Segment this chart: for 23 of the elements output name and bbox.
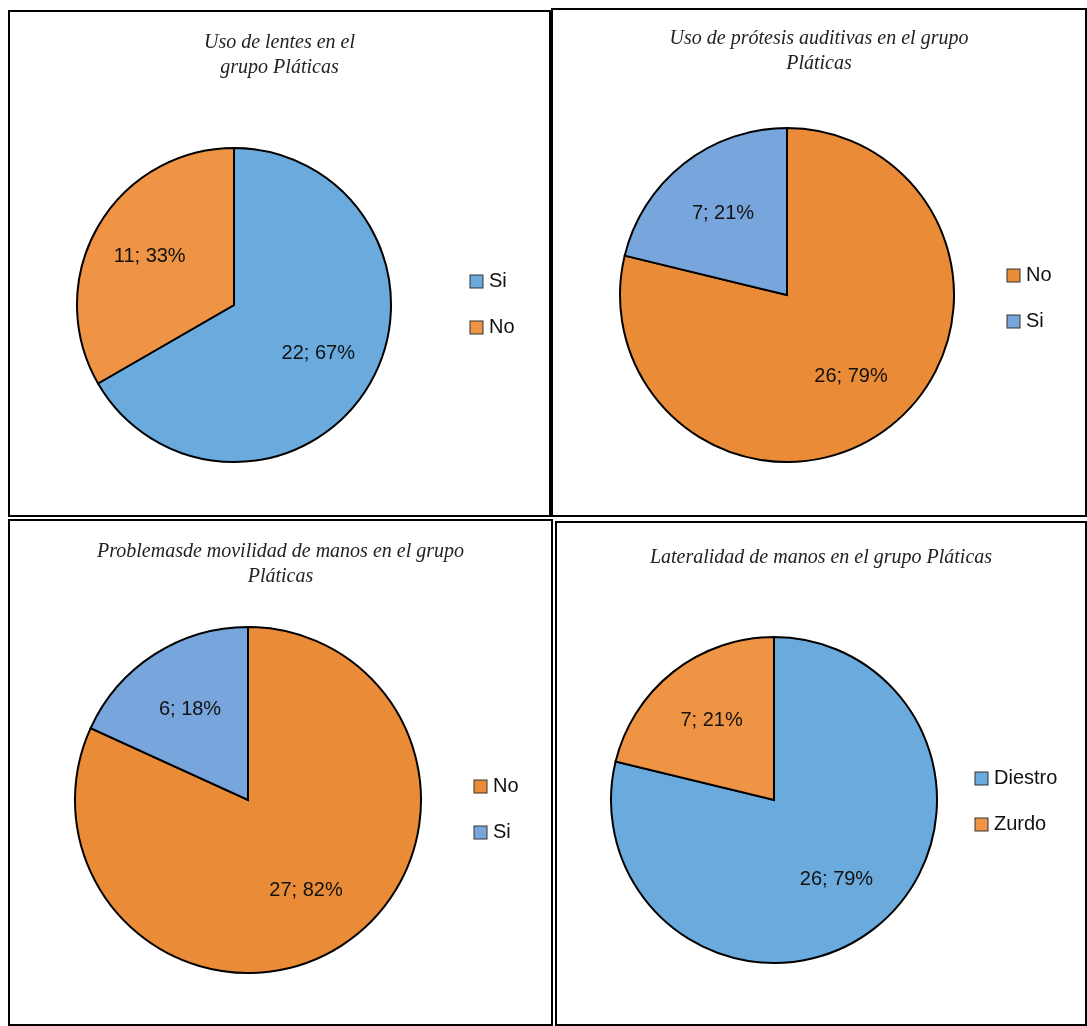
- data-label: 26; 79%: [799, 866, 874, 889]
- chart-title: Problemasde movilidad de manos en el grupo Pláticas: [96, 539, 464, 586]
- legend-label: Si: [1026, 309, 1044, 332]
- legend-label: Zurdo: [994, 812, 1047, 835]
- legend-label: Si: [489, 269, 507, 292]
- legend-label: No: [1026, 263, 1052, 286]
- data-label: 6; 18%: [158, 697, 222, 720]
- chart-title: Uso de lentes en el grupo Pláticas: [203, 30, 356, 78]
- data-label: 11; 33%: [113, 243, 186, 266]
- pie-slice: [610, 636, 938, 964]
- data-label: 7; 21%: [680, 707, 743, 730]
- pie-slice: [74, 626, 422, 974]
- chart-title: Uso de prótesis auditivas en el grupo Pláticas: [669, 26, 969, 73]
- chart-title: Lateralidad de manos en el grupo Pláticas: [648, 545, 993, 568]
- data-label: 27; 82%: [269, 877, 343, 900]
- legend-label: No: [493, 774, 519, 797]
- legend-label: No: [489, 315, 515, 338]
- legend-label: Si: [493, 820, 511, 843]
- legend-label: Diestro: [994, 766, 1058, 789]
- pie-slice: [619, 127, 955, 463]
- data-label: 22; 67%: [281, 340, 356, 363]
- data-label: 26; 79%: [814, 363, 888, 386]
- data-label: 7; 21%: [691, 200, 755, 223]
